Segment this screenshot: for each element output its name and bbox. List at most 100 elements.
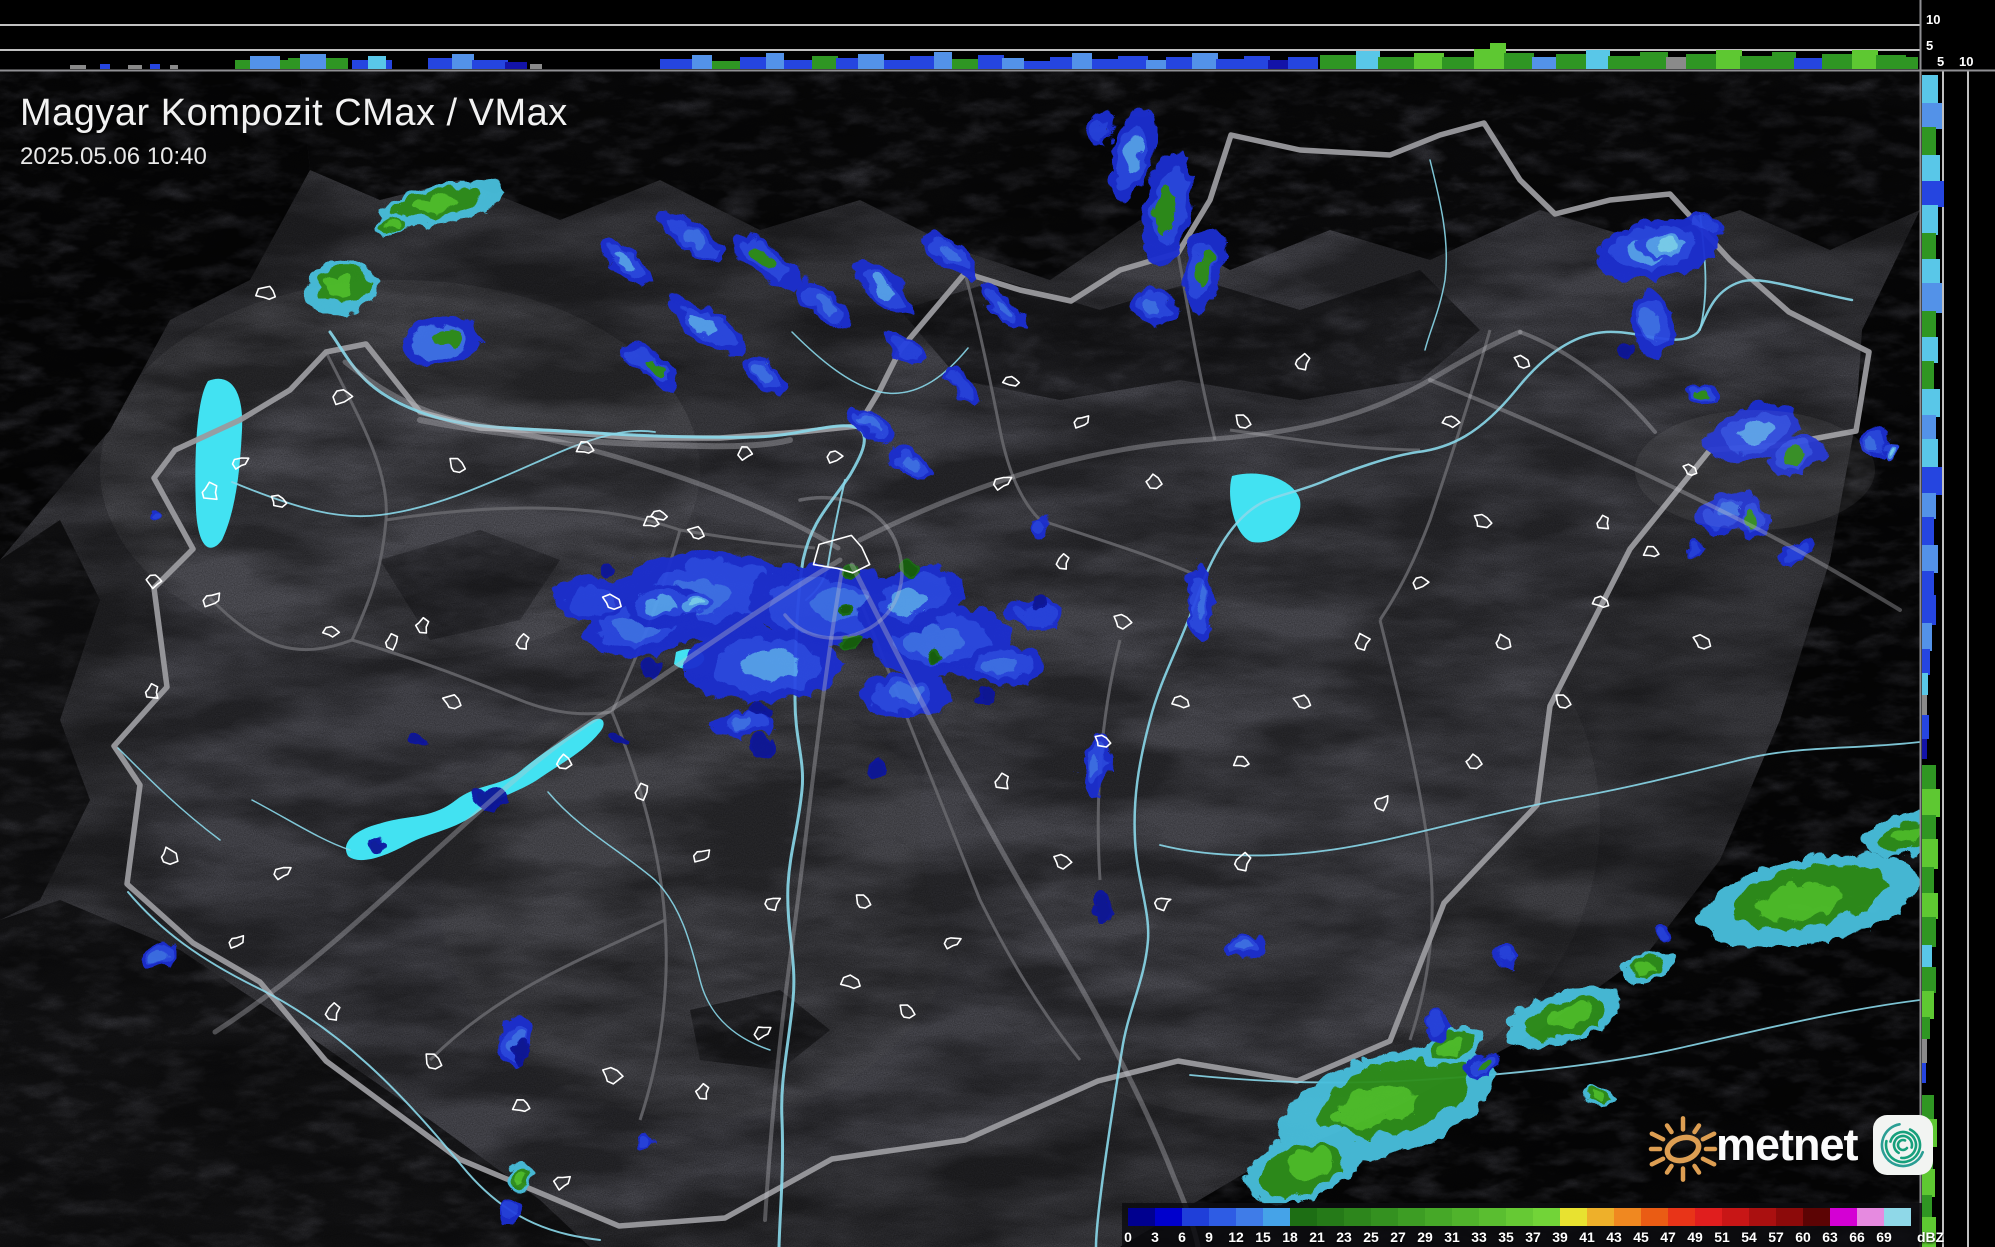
town-outline <box>1495 633 1512 651</box>
map-timestamp: 2025.05.06 10:40 <box>20 143 207 170</box>
town-outline <box>384 632 399 651</box>
dbz-color-cell <box>1398 1208 1425 1226</box>
town-outline <box>692 849 711 863</box>
town-outline <box>1354 632 1371 651</box>
dbz-tick-label: 37 <box>1525 1229 1541 1245</box>
town-outline <box>943 937 962 950</box>
town-outline <box>1055 553 1070 570</box>
town-outline <box>1555 694 1572 709</box>
dbz-tick-label: 60 <box>1795 1229 1811 1245</box>
dbz-tick-label: 45 <box>1633 1229 1649 1245</box>
dbz-color-cell <box>1857 1208 1884 1226</box>
top-profile-tick-10: 10 <box>1926 12 1941 27</box>
town-outline <box>231 457 250 470</box>
dbz-tick-label: 51 <box>1714 1229 1730 1245</box>
map-layer <box>0 71 1920 1247</box>
town-outline <box>602 1066 624 1085</box>
town-outline <box>1145 473 1163 490</box>
town-outline <box>1053 853 1073 870</box>
dbz-tick-label: 57 <box>1768 1229 1784 1245</box>
dbz-tick-label: 47 <box>1660 1229 1676 1245</box>
dbz-color-cell <box>1587 1208 1614 1226</box>
top-profile-tick-5: 5 <box>1926 38 1934 53</box>
dbz-tick-label: 15 <box>1255 1229 1271 1245</box>
dbz-color-cell <box>1452 1208 1479 1226</box>
right-profile-tick-10: 10 <box>1959 54 1974 69</box>
metnet-app-icon <box>1872 1115 1933 1175</box>
dbz-tick-label: 35 <box>1498 1229 1514 1245</box>
dbz-legend: dBZ 0 3 6 9 12 15 18 21 23 25 27 29 31 33 35 37 39 41 43 45… <box>1122 1203 1944 1247</box>
town-outline <box>1412 576 1430 590</box>
town-outline <box>1473 513 1493 529</box>
dbz-tick-label: 21 <box>1309 1229 1325 1245</box>
dbz-tick-label: 25 <box>1363 1229 1379 1245</box>
town-outline <box>1441 415 1461 429</box>
town-outline <box>1235 414 1252 429</box>
town-outline <box>1591 595 1610 609</box>
town-outline <box>899 1004 916 1019</box>
town-outline <box>332 389 354 406</box>
town-outline <box>1113 613 1133 630</box>
town-outline <box>1642 545 1660 558</box>
dbz-color-cell <box>1263 1208 1290 1226</box>
right-profile-tick-5: 5 <box>1937 54 1945 69</box>
dbz-color-cell <box>1695 1208 1722 1226</box>
dbz-color-cell <box>1290 1208 1317 1226</box>
town-outline <box>1171 695 1190 709</box>
town-outline <box>511 1099 531 1113</box>
metnet-logo[interactable]: metnet <box>1642 1104 1934 1186</box>
town-outline <box>228 934 245 949</box>
dbz-color-cell <box>1236 1208 1263 1226</box>
right-profile-strip <box>1920 71 1995 1247</box>
dbz-tick-label: 69 <box>1876 1229 1892 1245</box>
town-outline <box>1692 633 1712 650</box>
town-outline <box>1682 463 1698 477</box>
dbz-color-cell <box>1776 1208 1803 1226</box>
dbz-tick-label: 29 <box>1417 1229 1433 1245</box>
dbz-color-cell <box>1614 1208 1641 1226</box>
town-outline <box>992 476 1013 491</box>
dbz-tick-label: 33 <box>1471 1229 1487 1245</box>
dbz-tick-label: 27 <box>1390 1229 1406 1245</box>
town-outline <box>855 894 872 909</box>
town-outline <box>449 457 467 474</box>
town-outline <box>255 285 277 301</box>
town-outline <box>994 772 1009 790</box>
dbz-tick-label: 3 <box>1151 1229 1159 1245</box>
dbz-color-cell <box>1317 1208 1344 1226</box>
town-outline <box>202 592 221 608</box>
dbz-color-cell <box>1749 1208 1776 1226</box>
town-outline <box>1465 753 1483 770</box>
dbz-color-cell <box>1722 1208 1749 1226</box>
dbz-tick-label: 39 <box>1552 1229 1568 1245</box>
town-outline <box>273 866 292 881</box>
town-outline <box>1596 514 1610 530</box>
town-outline <box>642 515 660 528</box>
town-outline <box>1233 851 1252 872</box>
dbz-color-cell <box>1371 1208 1398 1226</box>
dbz-tick-label: 6 <box>1178 1229 1186 1245</box>
town-outline <box>425 1053 443 1070</box>
dbz-tick-label: 43 <box>1606 1229 1622 1245</box>
dbz-color-cell <box>1155 1208 1182 1226</box>
dbz-color-cell <box>1830 1208 1857 1226</box>
dbz-color-cell <box>1641 1208 1668 1226</box>
town-outline <box>1153 897 1172 912</box>
town-outline <box>812 534 871 574</box>
town-outline <box>1232 755 1250 768</box>
town-outline <box>555 753 573 770</box>
dbz-tick-label: 49 <box>1687 1229 1703 1245</box>
dbz-tick-label: 54 <box>1741 1229 1757 1245</box>
town-outline <box>321 625 341 638</box>
dbz-tick-label: 9 <box>1205 1229 1213 1245</box>
town-outline <box>753 1026 772 1041</box>
town-outline <box>144 682 159 699</box>
town-outline <box>515 633 530 650</box>
town-outline <box>601 593 622 611</box>
dbz-color-cell <box>1209 1208 1236 1226</box>
dbz-legend-unit: dBZ <box>1917 1229 1945 1245</box>
town-outline <box>1292 694 1312 710</box>
